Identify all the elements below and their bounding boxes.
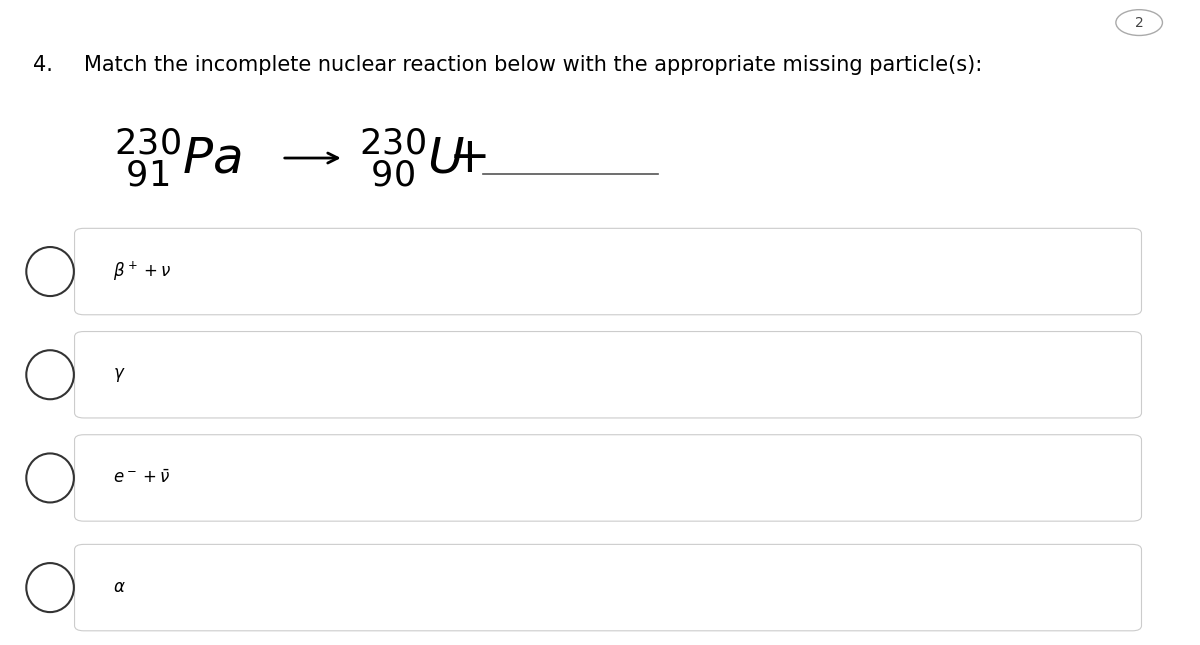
Text: $\gamma$: $\gamma$: [113, 366, 126, 384]
Circle shape: [1116, 10, 1163, 35]
FancyBboxPatch shape: [74, 332, 1141, 418]
Ellipse shape: [26, 563, 74, 612]
Text: $e^- + \bar{\nu}$: $e^- + \bar{\nu}$: [113, 469, 170, 487]
Ellipse shape: [26, 247, 74, 296]
FancyBboxPatch shape: [74, 544, 1141, 631]
Ellipse shape: [26, 350, 74, 399]
Text: $\mathit{^{230}_{\ 91}Pa}$: $\mathit{^{230}_{\ 91}Pa}$: [114, 126, 242, 190]
FancyBboxPatch shape: [74, 228, 1141, 315]
FancyBboxPatch shape: [74, 435, 1141, 521]
Text: 2: 2: [1135, 15, 1144, 30]
Text: 4.: 4.: [32, 55, 53, 75]
Text: $\alpha$: $\alpha$: [113, 579, 126, 596]
Text: $\beta^+ + \nu$: $\beta^+ + \nu$: [113, 260, 172, 283]
Text: $\mathit{^{230}_{\ 90}U}$: $\mathit{^{230}_{\ 90}U}$: [359, 126, 466, 190]
Text: Match the incomplete nuclear reaction below with the appropriate missing particl: Match the incomplete nuclear reaction be…: [84, 55, 982, 75]
Text: $+$: $+$: [449, 134, 487, 182]
Ellipse shape: [26, 453, 74, 502]
